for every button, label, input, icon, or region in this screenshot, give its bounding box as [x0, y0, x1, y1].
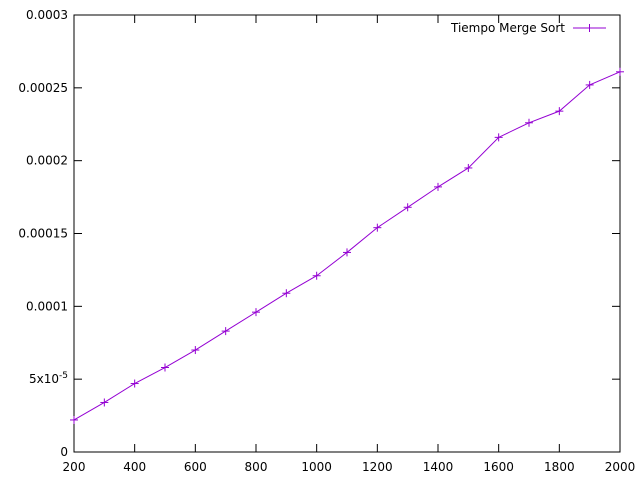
legend-marker [585, 24, 594, 32]
data-point [616, 67, 624, 76]
y-tick-label: 0.0003 [26, 8, 68, 22]
plot-frame [73, 14, 621, 453]
x-tick-label: 2000 [605, 460, 636, 474]
x-tick-label: 1000 [301, 460, 332, 474]
x-tick-label: 400 [123, 460, 146, 474]
y-axis: 0 5x10-5 0.0001 0.00015 0.0002 0.00025 0.0003 [18, 8, 620, 459]
data-point [585, 80, 594, 89]
data-point [343, 248, 351, 257]
data-point [100, 398, 109, 407]
y-tick-label-text: 0.00025 [18, 81, 68, 95]
data-point [130, 379, 139, 388]
x-tick-label: 1600 [483, 460, 514, 474]
legend-plus-marker [585, 24, 594, 32]
y-tick-label-text: 0.0002 [26, 154, 68, 168]
data-point [434, 182, 442, 191]
data-point [252, 308, 260, 317]
y-tick-label: 0 [60, 445, 68, 459]
data-point [494, 133, 503, 142]
data-point [373, 223, 382, 232]
y-tick-label: 0.0001 [26, 299, 68, 313]
x-tick-label: 1800 [544, 460, 575, 474]
y-tick-label-text: 0 [60, 445, 68, 459]
x-tick-label: 600 [184, 460, 207, 474]
series-layer [70, 67, 624, 424]
data-point [525, 118, 533, 127]
series-line [73, 71, 621, 421]
x-tick-label: 1200 [362, 460, 393, 474]
data-point [221, 327, 230, 336]
y-tick-label: 0.00015 [18, 227, 68, 241]
data-point [312, 271, 321, 280]
legend: Tiempo Merge Sort [450, 21, 606, 35]
y-tick-label-text: 0.0001 [26, 299, 68, 313]
x-axis: 200 400 600 800 1000 1200 1400 1600 1800 2000 [63, 15, 636, 474]
data-point [464, 163, 473, 172]
data-point [191, 346, 200, 355]
data-point [70, 415, 78, 424]
x-tick-label: 800 [245, 460, 268, 474]
legend-label: Tiempo Merge Sort [450, 21, 565, 35]
y-tick-label: 0.00025 [18, 81, 68, 95]
y-tick-label-text: 5x10 [29, 372, 59, 386]
y-tick-label-text: 0.00015 [18, 227, 68, 241]
x-tick-label: 1400 [423, 460, 454, 474]
y-tick-label-exponent: -5 [59, 371, 68, 381]
y-tick-label: 5x10-5 [29, 371, 68, 386]
y-tick-label-text: 0.0003 [26, 8, 68, 22]
data-point [282, 289, 291, 298]
data-point [555, 107, 564, 116]
data-point [403, 203, 412, 212]
x-tick-label: 200 [63, 460, 86, 474]
y-tick-label: 0.0002 [26, 154, 68, 168]
data-point [161, 363, 169, 372]
